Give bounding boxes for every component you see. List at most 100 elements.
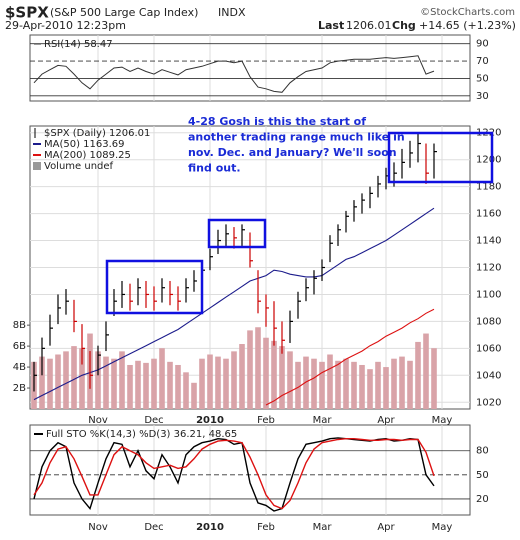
- volume-bar: [95, 351, 101, 409]
- volume-bar: [175, 364, 181, 409]
- legend-entry: Full STO %K(14,3) %D(3) 36.21, 48.65: [46, 429, 237, 440]
- volume-bar: [351, 361, 357, 409]
- volume-bar: [223, 358, 229, 409]
- y-tick-label: 70: [476, 56, 489, 67]
- volume-bar: [159, 348, 165, 409]
- volume-bar: [399, 356, 405, 409]
- series-line: [33, 438, 435, 510]
- volume-bar: [359, 364, 365, 409]
- volume-bar: [335, 360, 341, 409]
- legend-entry: MA(200) 1089.25: [44, 150, 131, 161]
- series-line: [33, 437, 435, 512]
- y-tick-label: 1140: [476, 236, 501, 247]
- volume-bar: [247, 330, 253, 409]
- y-tick-label: 90: [476, 39, 489, 50]
- y-tick-label: 1040: [476, 370, 501, 381]
- y-tick-label: 30: [476, 91, 489, 102]
- volume-bar: [167, 361, 173, 409]
- ma-line: [265, 308, 435, 406]
- y-tick-label: 20: [476, 494, 489, 505]
- volume-bar: [103, 356, 109, 409]
- price-plot: [31, 132, 437, 409]
- volume-bar: [343, 358, 349, 409]
- last-value: 1206.01: [346, 19, 392, 32]
- x-tick-label: Mar: [313, 522, 333, 533]
- volume-bar: [239, 344, 245, 409]
- chg-label: Chg: [392, 19, 416, 32]
- x-tick-label: Apr: [377, 415, 395, 426]
- x-tick-label: May: [432, 415, 453, 426]
- volume-bar: [119, 351, 125, 409]
- volume-bar: [231, 351, 237, 409]
- volume-bar: [39, 356, 45, 409]
- volume-bar: [55, 354, 61, 409]
- volume-tick-label: 6B: [13, 341, 26, 352]
- y-tick-label: 1100: [476, 289, 501, 300]
- volume-bar: [183, 372, 189, 409]
- x-tick-label: Nov: [88, 415, 108, 426]
- y-tick-label: 1120: [476, 263, 501, 274]
- last-label: Last: [318, 19, 344, 32]
- volume-bar: [319, 361, 325, 409]
- x-tick-label: Feb: [257, 522, 275, 533]
- volume-bar: [303, 356, 309, 409]
- legend-entry: MA(50) 1163.69: [44, 139, 125, 150]
- annotation: 4-28 Gosh is this the start of: [188, 115, 366, 128]
- x-tick-label: Dec: [144, 522, 163, 533]
- volume-tick-label: 2B: [13, 383, 26, 394]
- volume-bar: [263, 337, 269, 409]
- volume-bar: [271, 340, 277, 409]
- x-tick-label: Mar: [313, 415, 333, 426]
- volume-bar: [111, 358, 117, 409]
- timestamp: 29-Apr-2010 12:23pm: [5, 19, 126, 32]
- layer: 30 50 70 90 RSI(14) 58.47 1020 1040 1060 1080 110…: [13, 35, 501, 533]
- volume-tick-label: 8B: [13, 320, 26, 331]
- x-tick-label: 2010: [196, 522, 224, 533]
- y-tick-label: 1060: [476, 343, 501, 354]
- x-tick-label: Apr: [377, 522, 395, 533]
- range-box: [105, 259, 204, 315]
- volume-bar: [63, 351, 69, 409]
- volume-bar: [375, 361, 381, 409]
- symbol: $SPX: [5, 4, 49, 22]
- volume-bar: [255, 327, 261, 409]
- volume-bar: [191, 382, 197, 409]
- subtitle: (S&P 500 Large Cap Index): [50, 6, 198, 19]
- volume-bar: [79, 348, 85, 409]
- range-box: [207, 218, 267, 249]
- y-tick-label: 50: [476, 470, 489, 481]
- volume-bar: [407, 360, 413, 409]
- y-tick-label: 1020: [476, 397, 501, 408]
- volume-bar: [383, 367, 389, 409]
- volume-bar: [207, 354, 213, 409]
- volume-bar: [215, 356, 221, 409]
- volume-bar: [423, 333, 429, 409]
- x-tick-label: Dec: [144, 415, 163, 426]
- volume-bar: [135, 360, 141, 409]
- volume-bar: [151, 358, 157, 409]
- change: +14.65 (+1.23%): [419, 19, 516, 32]
- legend-swatch: [33, 162, 41, 170]
- volume-bar: [279, 346, 285, 409]
- volume-bar: [143, 362, 149, 409]
- volume-bar: [367, 369, 373, 409]
- exchange: INDX: [218, 6, 246, 19]
- volume-bar: [311, 358, 317, 409]
- volume-bar: [287, 351, 293, 409]
- volume-bar: [327, 354, 333, 409]
- volume-bar: [199, 358, 205, 409]
- y-tick-label: 1080: [476, 316, 501, 327]
- y-tick-label: 1160: [476, 209, 501, 220]
- series-line: [33, 55, 435, 93]
- y-tick-label: 1180: [476, 182, 501, 193]
- volume-bar: [415, 341, 421, 409]
- volume-bar: [127, 364, 133, 409]
- legend-title: $SPX (Daily) 1206.01: [44, 128, 150, 139]
- legend-entry: Volume undef: [44, 161, 114, 172]
- annotation: nov. Dec. and January? We'll soon: [188, 146, 397, 159]
- source: ©StockCharts.com: [420, 7, 515, 18]
- range-box: [387, 131, 494, 184]
- legend-entry: RSI(14) 58.47: [44, 39, 113, 50]
- volume-bar: [391, 358, 397, 409]
